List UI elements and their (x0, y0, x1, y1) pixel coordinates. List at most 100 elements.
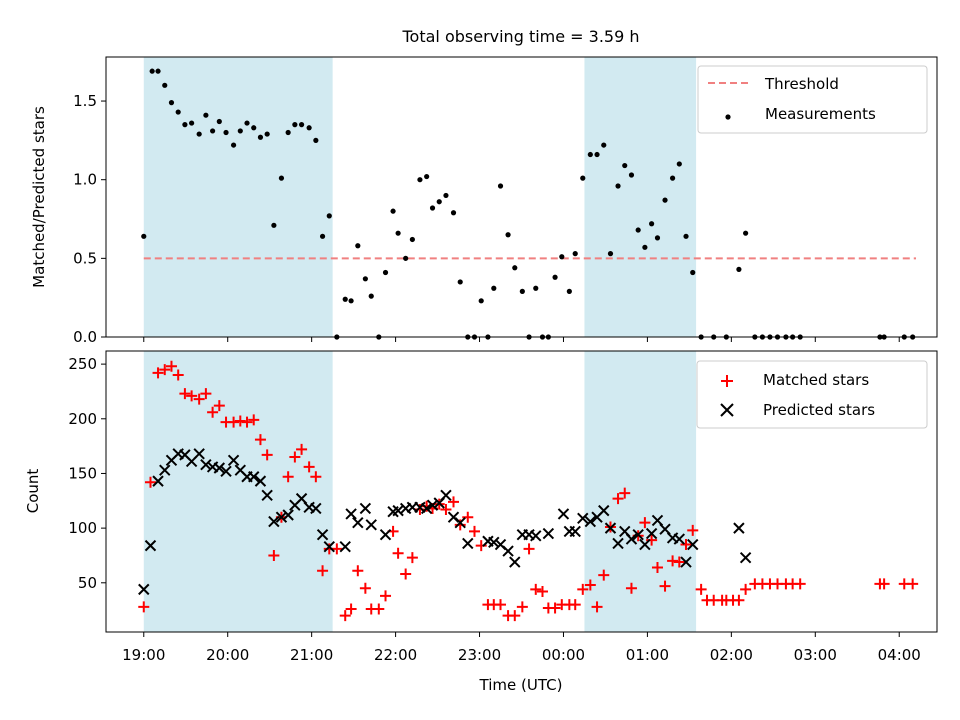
measurement-point (278, 175, 285, 181)
x-tick-label: 21:00 (290, 646, 333, 664)
predicted-star-marker (152, 475, 164, 487)
legend-predicted-label: Predicted stars (763, 401, 875, 419)
measurement-point (390, 208, 396, 214)
matched-star-marker (339, 610, 351, 622)
matched-star-marker (186, 390, 198, 402)
top-panel: 0.0 0.5 1.0 1.5 Matched/Predicted stars Thr… (30, 56, 938, 346)
top-shaded-intervals (143, 57, 697, 337)
legend-predicted-swatch (720, 403, 734, 417)
measurement-point (450, 210, 457, 216)
measurement-point (313, 137, 319, 143)
measurement-point (230, 142, 237, 148)
predicted-star-marker (316, 528, 329, 541)
matched-star-marker (680, 539, 692, 551)
predicted-star-marker (345, 508, 357, 520)
matched-star-marker (733, 594, 745, 606)
matched-star-marker (317, 565, 329, 577)
measurement-point (512, 265, 518, 271)
matched-star-marker (598, 569, 610, 581)
legend-matched-swatch (721, 375, 733, 387)
matched-star-marker (352, 565, 364, 577)
matched-star-marker (440, 504, 452, 516)
predicted-star-marker (420, 502, 433, 515)
matched-star-marker (213, 400, 225, 412)
predicted-star-marker (673, 533, 686, 545)
predicted-star-marker (339, 541, 351, 553)
bottom-y-axis: 50 100 150 200 250 (68, 355, 106, 592)
predicted-star-marker (379, 528, 392, 541)
measurement-point (587, 151, 593, 158)
measurement-points (141, 68, 916, 340)
predicted-star-marker (577, 512, 589, 524)
measurement-point (175, 109, 181, 115)
bottom-shaded-intervals (143, 351, 697, 632)
predicted-star-marker (275, 511, 288, 523)
predicted-stars-points (138, 448, 752, 596)
measurement-point (182, 122, 188, 128)
bottom-shaded-interval-0 (143, 351, 333, 632)
bottom-panel: 50 100 150 200 250 19:00 20:00 21:00 22:00 23:00… (24, 350, 938, 694)
measurement-point (635, 227, 641, 233)
top-y-tick-label: 0.5 (73, 249, 97, 267)
bottom-axes-frame (105, 350, 938, 633)
predicted-star-marker (733, 522, 745, 534)
measurement-point (264, 131, 270, 137)
measurement-point (615, 183, 621, 189)
measurement-point (244, 120, 250, 126)
predicted-star-marker (220, 465, 232, 477)
measurement-point (368, 293, 374, 299)
matched-star-marker (530, 583, 542, 595)
predicted-star-marker (282, 509, 294, 521)
matched-star-marker (667, 555, 679, 567)
matched-star-marker (234, 415, 246, 427)
matched-star-marker (406, 552, 418, 564)
matched-star-marker (248, 414, 260, 426)
predicted-star-marker (454, 516, 466, 529)
predicted-star-marker (213, 462, 226, 474)
measurement-point (403, 255, 409, 261)
measurement-point (162, 82, 168, 88)
matched-star-marker (619, 487, 631, 499)
predicted-star-marker (557, 508, 570, 520)
measurement-point (676, 161, 682, 167)
matched-star-marker (584, 579, 596, 591)
bottom-legend: Matched stars Predicted stars (696, 360, 928, 429)
measurement-point (306, 125, 312, 131)
matched-star-marker (179, 388, 191, 400)
measurement-point (429, 205, 436, 211)
measurement-point (478, 298, 484, 304)
matched-star-marker (523, 543, 535, 555)
predicted-star-marker (144, 539, 157, 552)
x-tick-label: 20:00 (206, 646, 249, 664)
top-legend-box (697, 65, 928, 134)
predicted-star-marker (687, 538, 699, 551)
measurement-point (662, 197, 668, 203)
predicted-star-marker (426, 499, 439, 511)
matched-star-marker (878, 578, 890, 590)
measurement-point (491, 285, 497, 291)
matched-star-marker (509, 610, 521, 622)
matched-star-marker (400, 568, 412, 580)
matched-star-marker (639, 517, 651, 529)
measurement-point (292, 122, 298, 128)
measurement-point (271, 222, 277, 228)
x-tick-label: 02:00 (710, 646, 753, 664)
measurement-point (533, 285, 539, 291)
predicted-star-marker (739, 551, 752, 564)
measurement-point (594, 151, 600, 158)
measurement-point (342, 296, 348, 302)
matched-star-marker (303, 461, 315, 473)
measurement-point (443, 192, 449, 199)
matched-star-marker (740, 583, 752, 595)
matched-star-marker (268, 549, 280, 561)
measurement-point (141, 233, 147, 239)
predicted-star-marker (502, 545, 514, 557)
x-axis-label: Time (UTC) (479, 676, 563, 694)
predicted-star-marker (639, 538, 651, 551)
measurement-point (155, 68, 161, 74)
bottom-y-tick-label: 150 (68, 464, 97, 482)
measurement-point (251, 125, 257, 131)
measurement-point (189, 120, 195, 126)
top-legend: Threshold Measurements (697, 65, 928, 134)
